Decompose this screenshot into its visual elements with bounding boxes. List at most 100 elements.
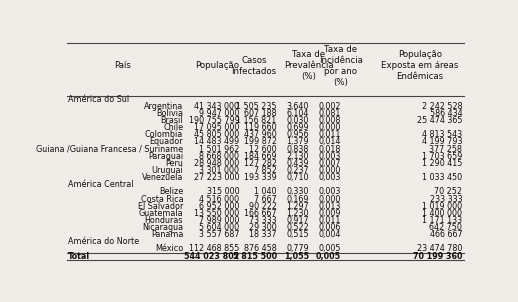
Text: América Central: América Central: [67, 180, 133, 189]
Text: 27 223 000: 27 223 000: [194, 173, 239, 182]
Text: 1 501 962: 1 501 962: [199, 145, 239, 153]
Text: 23 474 780: 23 474 780: [417, 244, 462, 253]
Text: 0,237: 0,237: [286, 166, 309, 175]
Text: 45 805 000: 45 805 000: [194, 130, 239, 139]
Text: 0,000: 0,000: [319, 194, 341, 204]
Text: 466 667: 466 667: [429, 230, 462, 239]
Text: 1 040: 1 040: [254, 187, 277, 196]
Text: Panama: Panama: [151, 230, 183, 239]
Text: 6 952 000: 6 952 000: [199, 202, 239, 210]
Text: 90 222: 90 222: [249, 202, 277, 210]
Text: 70 252: 70 252: [434, 187, 462, 196]
Text: 7 667: 7 667: [254, 194, 277, 204]
Text: Costa Rica: Costa Rica: [140, 194, 183, 204]
Text: 0,011: 0,011: [319, 130, 341, 139]
Text: Peru: Peru: [165, 159, 183, 168]
Text: População: População: [195, 61, 239, 70]
Text: 642 750: 642 750: [429, 223, 462, 232]
Text: 2,130: 2,130: [286, 152, 309, 161]
Text: 5 604 000: 5 604 000: [199, 223, 239, 232]
Text: 0,000: 0,000: [319, 166, 341, 175]
Text: 0,006: 0,006: [319, 223, 341, 232]
Text: 14 483 499: 14 483 499: [194, 137, 239, 146]
Text: 0,699: 0,699: [286, 123, 309, 132]
Text: 0,710: 0,710: [286, 173, 309, 182]
Text: América do Sul: América do Sul: [67, 95, 128, 104]
Text: 0,013: 0,013: [319, 202, 341, 210]
Text: 199 872: 199 872: [243, 137, 277, 146]
Text: Total: Total: [67, 252, 90, 261]
Text: 17 095 000: 17 095 000: [194, 123, 239, 132]
Text: 0,956: 0,956: [286, 130, 309, 139]
Text: Taxa de
Prevalência
(%): Taxa de Prevalência (%): [284, 50, 334, 82]
Text: 4 813 543: 4 813 543: [422, 130, 462, 139]
Text: México: México: [155, 244, 183, 253]
Text: Casos
Infectados: Casos Infectados: [232, 56, 277, 76]
Text: 1,297: 1,297: [286, 202, 309, 210]
Text: 0,522: 0,522: [286, 223, 309, 232]
Text: 13 550 000: 13 550 000: [194, 209, 239, 218]
Text: 3,640: 3,640: [286, 102, 309, 111]
Text: 193 339: 193 339: [244, 173, 277, 182]
Text: Venezuela: Venezuela: [142, 173, 183, 182]
Text: Guiana /Guiana Francesa / Suriname: Guiana /Guiana Francesa / Suriname: [36, 145, 183, 153]
Text: 1,379: 1,379: [286, 137, 309, 146]
Text: 41 343 000: 41 343 000: [194, 102, 239, 111]
Text: Bolivia: Bolivia: [156, 109, 183, 118]
Text: 0,169: 0,169: [286, 194, 309, 204]
Text: 127 282: 127 282: [243, 159, 277, 168]
Text: 1 505 235: 1 505 235: [236, 102, 277, 111]
Text: 70 199 360: 70 199 360: [413, 252, 462, 261]
Text: 0,003: 0,003: [319, 187, 341, 196]
Text: 0,002: 0,002: [319, 102, 341, 111]
Text: 12 600: 12 600: [249, 145, 277, 153]
Text: Honduras: Honduras: [145, 216, 183, 225]
Text: 1 703 659: 1 703 659: [422, 152, 462, 161]
Text: Paraguai: Paraguai: [148, 152, 183, 161]
Text: 0,005: 0,005: [316, 252, 341, 261]
Text: 0,030: 0,030: [286, 116, 309, 125]
Text: 0,009: 0,009: [319, 209, 341, 218]
Text: Argentina: Argentina: [144, 102, 183, 111]
Text: 7 852: 7 852: [254, 166, 277, 175]
Text: 9 947 000: 9 947 000: [199, 109, 239, 118]
Text: El Salvador: El Salvador: [138, 202, 183, 210]
Text: 0,515: 0,515: [286, 230, 309, 239]
Text: 184 669: 184 669: [244, 152, 277, 161]
Text: 0,000: 0,000: [319, 123, 341, 132]
Text: Nicaragua: Nicaragua: [142, 223, 183, 232]
Text: 0,917: 0,917: [286, 216, 309, 225]
Text: Guatemala: Guatemala: [138, 209, 183, 218]
Text: 315 000: 315 000: [207, 187, 239, 196]
Text: 4 199 793: 4 199 793: [422, 137, 462, 146]
Text: 1 019 000: 1 019 000: [422, 202, 462, 210]
Text: 876 458: 876 458: [244, 244, 277, 253]
Text: 3 557 687: 3 557 687: [199, 230, 239, 239]
Text: 28 948 000: 28 948 000: [194, 159, 239, 168]
Text: 1,055: 1,055: [284, 252, 309, 261]
Text: Chile: Chile: [163, 123, 183, 132]
Text: 29 300: 29 300: [249, 223, 277, 232]
Text: 233 333: 233 333: [429, 194, 462, 204]
Text: 0,008: 0,008: [319, 116, 341, 125]
Text: 0,838: 0,838: [286, 145, 309, 153]
Text: 5 815 500: 5 815 500: [233, 252, 277, 261]
Text: 1,230: 1,230: [286, 209, 309, 218]
Text: 4 516 000: 4 516 000: [199, 194, 239, 204]
Text: 1 171 133: 1 171 133: [422, 216, 462, 225]
Text: 3 301 000: 3 301 000: [199, 166, 239, 175]
Text: Taxa de
Incidência
por ano
(%): Taxa de Incidência por ano (%): [319, 45, 363, 87]
Text: 0,011: 0,011: [319, 216, 341, 225]
Text: Brasil: Brasil: [161, 116, 183, 125]
Text: 112 468 855: 112 468 855: [189, 244, 239, 253]
Text: 0,439: 0,439: [286, 159, 309, 168]
Text: 607 188: 607 188: [244, 109, 277, 118]
Text: América do Norte: América do Norte: [67, 237, 139, 246]
Text: Colombia: Colombia: [145, 130, 183, 139]
Text: 0,003: 0,003: [319, 152, 341, 161]
Text: 0,003: 0,003: [319, 173, 341, 182]
Text: 1 400 000: 1 400 000: [422, 209, 462, 218]
Text: 0,014: 0,014: [319, 137, 341, 146]
Text: 1 290 415: 1 290 415: [422, 159, 462, 168]
Text: 2 242 528: 2 242 528: [422, 102, 462, 111]
